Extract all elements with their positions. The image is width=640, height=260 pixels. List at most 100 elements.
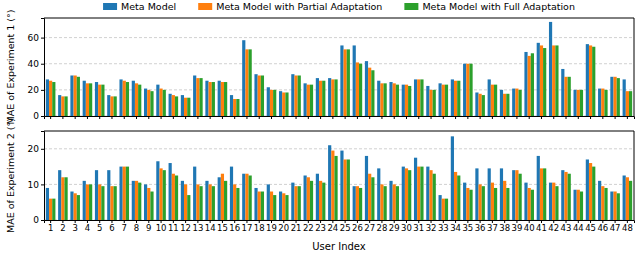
tick-mark: [41, 116, 44, 117]
bar: [205, 181, 208, 220]
tick: 9: [146, 220, 151, 233]
bar: [77, 195, 80, 220]
tick-label: 46: [597, 223, 608, 233]
tick-mark: [41, 149, 44, 150]
chart: 0204060MAE of Experiment 1 (°)Meta Model…: [0, 0, 640, 260]
tick: 25: [340, 220, 351, 233]
bar: [598, 181, 601, 220]
tick: 24: [327, 220, 338, 233]
tick: 0: [33, 111, 44, 121]
bar: [307, 85, 310, 116]
bar: [491, 183, 494, 220]
tick: [553, 116, 554, 119]
bar: [426, 86, 429, 116]
bar: [555, 45, 558, 116]
bar: [233, 184, 236, 220]
bar: [494, 188, 497, 220]
bar: [316, 174, 319, 220]
bar: [331, 79, 334, 116]
bar: [150, 91, 153, 116]
bar: [408, 170, 411, 220]
bar: [586, 44, 589, 116]
tick-label: 40: [28, 59, 40, 69]
bar: [52, 82, 55, 116]
tick: 46: [597, 220, 608, 233]
bar: [307, 177, 310, 220]
tick-mark: [566, 116, 567, 119]
tick-label: 18: [254, 223, 265, 233]
bar: [101, 85, 104, 116]
tick: [431, 116, 432, 119]
bar: [114, 186, 117, 220]
tick-mark: [173, 116, 174, 119]
bar: [405, 168, 408, 220]
tick: 8: [134, 220, 139, 233]
bar: [365, 61, 368, 116]
bar: [95, 170, 98, 220]
tick-label: 34: [450, 223, 461, 233]
bar: [221, 82, 224, 116]
bar: [586, 159, 589, 220]
tick-label: 4: [85, 223, 90, 233]
tick-label: 3: [72, 223, 77, 233]
bar: [531, 190, 534, 220]
bar: [457, 81, 460, 116]
tick-mark: [504, 116, 505, 119]
frame: [634, 18, 635, 116]
bar: [500, 90, 503, 116]
bar: [488, 168, 491, 220]
bar: [193, 75, 196, 116]
bar: [261, 75, 264, 116]
bar: [500, 168, 503, 220]
tick: 4: [85, 220, 90, 233]
axis-line: [45, 117, 635, 120]
tick: 44: [573, 220, 584, 233]
tick: [136, 116, 137, 119]
bar: [89, 184, 92, 220]
bar: [86, 83, 89, 116]
bar: [110, 186, 113, 220]
tick-mark: [467, 116, 468, 119]
bar: [506, 94, 509, 116]
bar: [212, 82, 215, 116]
bar: [126, 82, 129, 116]
bar: [169, 163, 172, 220]
bar: [77, 77, 80, 116]
tick-mark: [41, 38, 44, 39]
bar: [233, 99, 236, 116]
legend-swatch: [404, 3, 418, 10]
tick: [161, 116, 162, 119]
y-axis: 01020: [28, 132, 45, 226]
tick-label: 15: [217, 223, 228, 233]
tick-mark: [124, 116, 125, 119]
bar: [132, 181, 135, 220]
legend-label: Meta Model with Partial Adaptation: [216, 1, 382, 12]
bar: [187, 98, 190, 116]
bar: [199, 78, 202, 116]
tick: [394, 116, 395, 119]
bar: [479, 184, 482, 220]
tick: [467, 116, 468, 119]
tick: 16: [229, 220, 240, 233]
bar: [107, 170, 110, 220]
bar: [479, 94, 482, 116]
bar: [549, 22, 552, 116]
tick: [516, 116, 517, 119]
bar: [610, 192, 613, 220]
tick-mark: [87, 116, 88, 119]
bar: [175, 96, 178, 116]
bar: [340, 45, 343, 116]
bar: [273, 195, 276, 220]
tick: 41: [536, 220, 547, 233]
tick-mark: [99, 116, 100, 119]
bar: [580, 192, 583, 220]
tick: [111, 116, 112, 119]
bar: [552, 183, 555, 220]
tick-label: 0: [33, 215, 39, 225]
bar: [242, 40, 245, 116]
tick: [99, 116, 100, 119]
bar: [49, 199, 52, 220]
bar: [270, 90, 273, 116]
tick-mark: [246, 116, 247, 119]
bar: [515, 89, 518, 116]
